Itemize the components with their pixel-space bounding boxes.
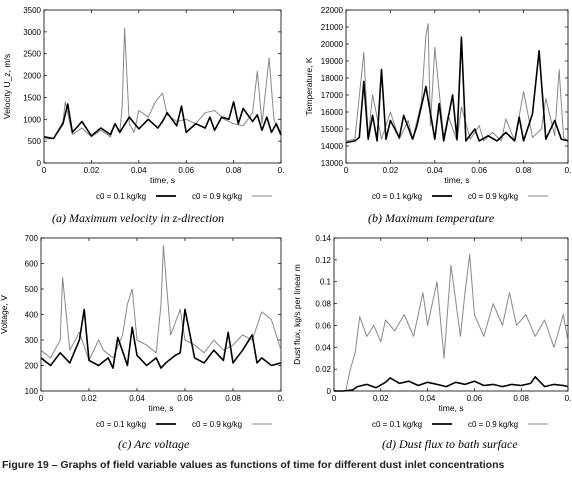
series-line-c0-0.1 — [40, 308, 282, 369]
y-tick-label: 0.12 — [315, 256, 331, 265]
x-axis-label: time, s — [444, 175, 469, 185]
x-tick-label: 0.04 — [131, 166, 147, 175]
y-axis-label: Temperature, K — [304, 57, 314, 115]
x-tick-label: 0. — [565, 394, 572, 403]
caption-temperature: (b) Maximum temperature — [368, 211, 495, 225]
legend-label: c0 = 0.9 kg/kg — [192, 420, 242, 429]
plot-frame-velocity — [43, 9, 282, 164]
series-line-c0-0.1 — [334, 375, 569, 392]
x-tick-label: 0.02 — [373, 394, 389, 403]
y-tick-label: 3000 — [23, 28, 41, 37]
y-tick-label: 16000 — [321, 108, 344, 117]
chart-temperature: 13000 14000 15000 16000 17000 18000 19000 20000… — [304, 6, 571, 201]
x-tick-label: 0.04 — [420, 394, 436, 403]
series-line-c0-0.1 — [345, 36, 569, 144]
x-tick-label: 0.02 — [84, 166, 100, 175]
y-tick-label: 0 — [37, 159, 42, 168]
x-tick-label: 0.08 — [226, 166, 242, 175]
caption-velocity: (a) Maximum velocity in z-direction — [52, 211, 225, 225]
y-tick-label: 1500 — [23, 93, 41, 102]
series-line-c0-0.9 — [40, 245, 282, 361]
plot-frame-temperature — [345, 9, 569, 164]
y-tick-label: 0.04 — [315, 343, 331, 352]
y-tick-label: 0.08 — [315, 300, 331, 309]
y-tick-label: 2500 — [23, 50, 41, 59]
y-tick-label: 700 — [25, 234, 39, 243]
x-tick-label: 0. — [565, 166, 572, 175]
x-tick-label: 0.02 — [383, 166, 399, 175]
y-tick-label: 300 — [25, 336, 39, 345]
x-tick-label: 0 — [39, 394, 44, 403]
y-tick-label: 0.06 — [315, 321, 331, 330]
legend-label: c0 = 0.1 kg/kg — [96, 192, 146, 201]
x-tick-label: 0.06 — [471, 166, 487, 175]
y-tick-label: 200 — [25, 362, 39, 371]
x-tick-label: 0.08 — [225, 394, 241, 403]
y-axis-label: Velocity U_z, m/s — [2, 54, 12, 119]
series-line-c0-0.1 — [43, 101, 282, 140]
series-line-c0-0.9 — [43, 27, 282, 140]
x-tick-label: 0.06 — [467, 394, 483, 403]
legend-label: c0 = 0.9 kg/kg — [192, 192, 242, 201]
x-axis-label: time, s — [438, 403, 463, 413]
y-tick-label: 3500 — [23, 6, 41, 15]
y-tick-label: 600 — [25, 260, 39, 269]
legend-label: c0 = 0.9 kg/kg — [468, 420, 518, 429]
y-axis-label: Dust flux, kg/s per linear m — [292, 264, 302, 365]
x-tick-label: 0. — [278, 166, 285, 175]
x-tick-label: 0 — [42, 166, 47, 175]
y-tick-label: 15000 — [321, 125, 344, 134]
y-tick-label: 18000 — [321, 74, 344, 83]
x-tick-label: 0.04 — [129, 394, 145, 403]
x-axis-label: time, s — [148, 403, 173, 413]
chart-dust-flux: 00.020.040.060.080.10.120.140 0.02 0.04 0.0… — [292, 234, 571, 429]
y-tick-label: 1000 — [23, 115, 41, 124]
legend-label: c0 = 0.1 kg/kg — [372, 420, 422, 429]
y-tick-label: 0.1 — [320, 278, 332, 287]
y-tick-label: 19000 — [321, 57, 344, 66]
series-line-c0-0.9 — [345, 23, 569, 142]
caption-dust-flux: (d) Dust flux to bath surface — [382, 437, 518, 451]
x-tick-label: 0.06 — [178, 166, 194, 175]
y-axis-label: Voltage, V — [0, 295, 9, 334]
x-tick-label: 0. — [278, 394, 285, 403]
x-tick-label: 0 — [344, 166, 349, 175]
y-tick-label: 20000 — [321, 40, 344, 49]
y-tick-label: 400 — [25, 311, 39, 320]
x-axis-label: time, s — [150, 175, 175, 185]
legend-label: c0 = 0.9 kg/kg — [468, 192, 518, 201]
legend-label: c0 = 0.1 kg/kg — [372, 192, 422, 201]
chart-voltage: 100 200 300 400 500 600 700 0 0.02 0.04 0.06 0.08 0.… — [0, 234, 284, 429]
y-tick-label: 13000 — [321, 159, 344, 168]
y-tick-label: 500 — [28, 137, 42, 146]
x-tick-label: 0.06 — [177, 394, 193, 403]
x-tick-label: 0.04 — [427, 166, 443, 175]
x-tick-label: 0.02 — [81, 394, 97, 403]
y-tick-label: 0.14 — [315, 234, 331, 243]
legend-label: c0 = 0.1 kg/kg — [96, 420, 146, 429]
y-tick-label: 2000 — [23, 72, 41, 81]
y-tick-label: 0.02 — [315, 365, 331, 374]
y-tick-label: 0 — [327, 387, 332, 396]
y-tick-label: 21000 — [321, 23, 344, 32]
y-tick-label: 14000 — [321, 142, 344, 151]
y-tick-label: 100 — [25, 387, 39, 396]
x-tick-label: 0.08 — [516, 166, 532, 175]
y-tick-label: 500 — [25, 285, 39, 294]
y-tick-label: 17000 — [321, 91, 344, 100]
caption-voltage: (c) Arc voltage — [118, 437, 190, 451]
series-line-c0-0.9 — [334, 253, 569, 392]
x-tick-label: 0 — [332, 394, 337, 403]
plot-frame-dust-flux — [333, 237, 569, 392]
figure-caption: Figure 19 – Graphs of field variable val… — [2, 459, 505, 471]
x-tick-label: 0.08 — [513, 394, 529, 403]
y-tick-label: 22000 — [321, 6, 344, 15]
